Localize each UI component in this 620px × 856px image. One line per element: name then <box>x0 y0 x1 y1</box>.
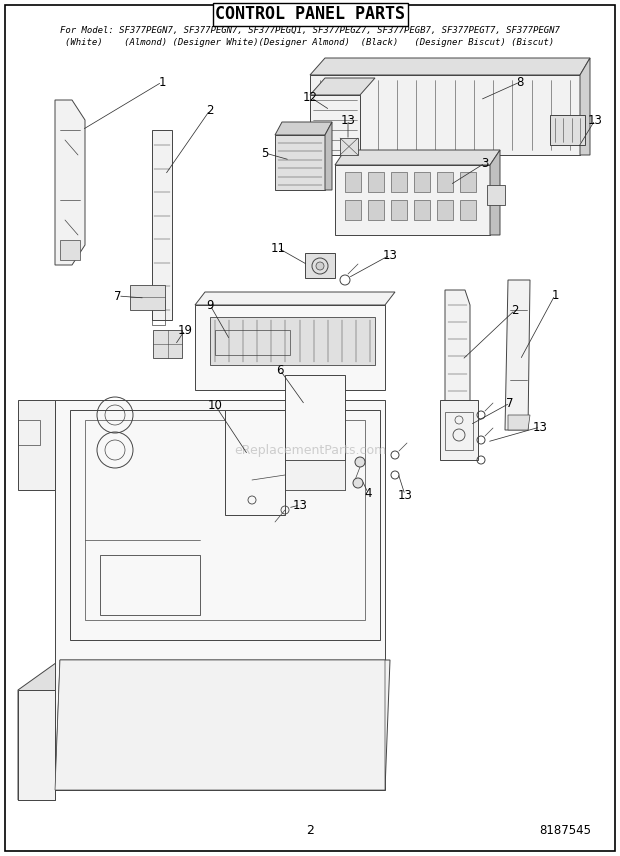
Polygon shape <box>325 122 332 190</box>
Polygon shape <box>18 400 55 490</box>
Polygon shape <box>345 172 361 192</box>
Text: 7: 7 <box>114 289 122 302</box>
Polygon shape <box>55 400 385 790</box>
Polygon shape <box>391 200 407 220</box>
Text: 8187545: 8187545 <box>539 824 591 837</box>
Polygon shape <box>305 253 335 278</box>
Polygon shape <box>340 138 358 155</box>
Text: 13: 13 <box>340 114 355 127</box>
Polygon shape <box>368 200 384 220</box>
Polygon shape <box>445 290 470 435</box>
Polygon shape <box>285 460 345 490</box>
Polygon shape <box>130 285 165 310</box>
Text: 5: 5 <box>261 146 268 159</box>
Polygon shape <box>508 415 530 430</box>
Polygon shape <box>195 292 395 305</box>
Polygon shape <box>153 330 182 358</box>
Polygon shape <box>368 172 384 192</box>
Polygon shape <box>70 410 380 640</box>
Polygon shape <box>345 200 361 220</box>
Polygon shape <box>18 660 60 800</box>
Polygon shape <box>55 660 385 790</box>
Text: 1: 1 <box>551 288 559 301</box>
Polygon shape <box>391 172 407 192</box>
Text: 13: 13 <box>383 248 397 261</box>
Text: 13: 13 <box>397 489 412 502</box>
Polygon shape <box>490 150 500 235</box>
Polygon shape <box>335 165 490 235</box>
Text: 10: 10 <box>208 399 223 412</box>
Polygon shape <box>460 200 476 220</box>
Text: For Model: SF377PEGN7, SF377PEGN7, SF377PEGQ1, SF377PEGZ7, SF377PEGB7, SF377PEGT: For Model: SF377PEGN7, SF377PEGN7, SF377… <box>60 26 560 34</box>
Polygon shape <box>18 690 55 800</box>
Polygon shape <box>505 280 530 430</box>
Text: 2: 2 <box>306 824 314 837</box>
Polygon shape <box>414 172 430 192</box>
Text: 2: 2 <box>512 304 519 317</box>
Polygon shape <box>285 375 345 490</box>
Circle shape <box>353 478 363 488</box>
Text: 12: 12 <box>303 91 317 104</box>
Text: 3: 3 <box>481 157 489 169</box>
Polygon shape <box>460 172 476 192</box>
Text: 4: 4 <box>365 486 372 500</box>
Polygon shape <box>55 100 85 265</box>
Text: (White)    (Almond) (Designer White)(Designer Almond)  (Black)   (Designer Biscu: (White) (Almond) (Designer White)(Design… <box>66 38 554 46</box>
Polygon shape <box>440 400 478 460</box>
Polygon shape <box>335 150 500 165</box>
Text: eReplacementParts.com: eReplacementParts.com <box>234 443 386 456</box>
Polygon shape <box>310 58 590 75</box>
Text: 6: 6 <box>277 364 284 377</box>
Polygon shape <box>487 185 505 205</box>
Text: 7: 7 <box>507 396 514 409</box>
Polygon shape <box>275 122 332 135</box>
Text: 8: 8 <box>516 75 524 88</box>
Text: 13: 13 <box>293 498 308 512</box>
Text: 9: 9 <box>206 299 214 312</box>
Polygon shape <box>310 75 580 155</box>
Polygon shape <box>152 130 172 320</box>
Polygon shape <box>210 317 375 365</box>
Polygon shape <box>414 200 430 220</box>
Text: 1: 1 <box>158 75 166 88</box>
Circle shape <box>355 457 365 467</box>
Text: 13: 13 <box>588 114 603 127</box>
Polygon shape <box>18 690 55 800</box>
Text: 13: 13 <box>533 420 547 433</box>
Text: 19: 19 <box>177 324 192 336</box>
Polygon shape <box>225 410 285 515</box>
Polygon shape <box>310 95 360 155</box>
Polygon shape <box>437 200 453 220</box>
Polygon shape <box>550 115 585 145</box>
Polygon shape <box>60 240 80 260</box>
Polygon shape <box>310 78 375 95</box>
Text: 2: 2 <box>206 104 214 116</box>
Polygon shape <box>580 58 590 155</box>
Text: 11: 11 <box>270 241 285 254</box>
Text: CONTROL PANEL PARTS: CONTROL PANEL PARTS <box>215 5 405 23</box>
Polygon shape <box>275 135 325 190</box>
Polygon shape <box>437 172 453 192</box>
Polygon shape <box>55 660 390 790</box>
Circle shape <box>316 262 324 270</box>
Polygon shape <box>195 305 385 390</box>
